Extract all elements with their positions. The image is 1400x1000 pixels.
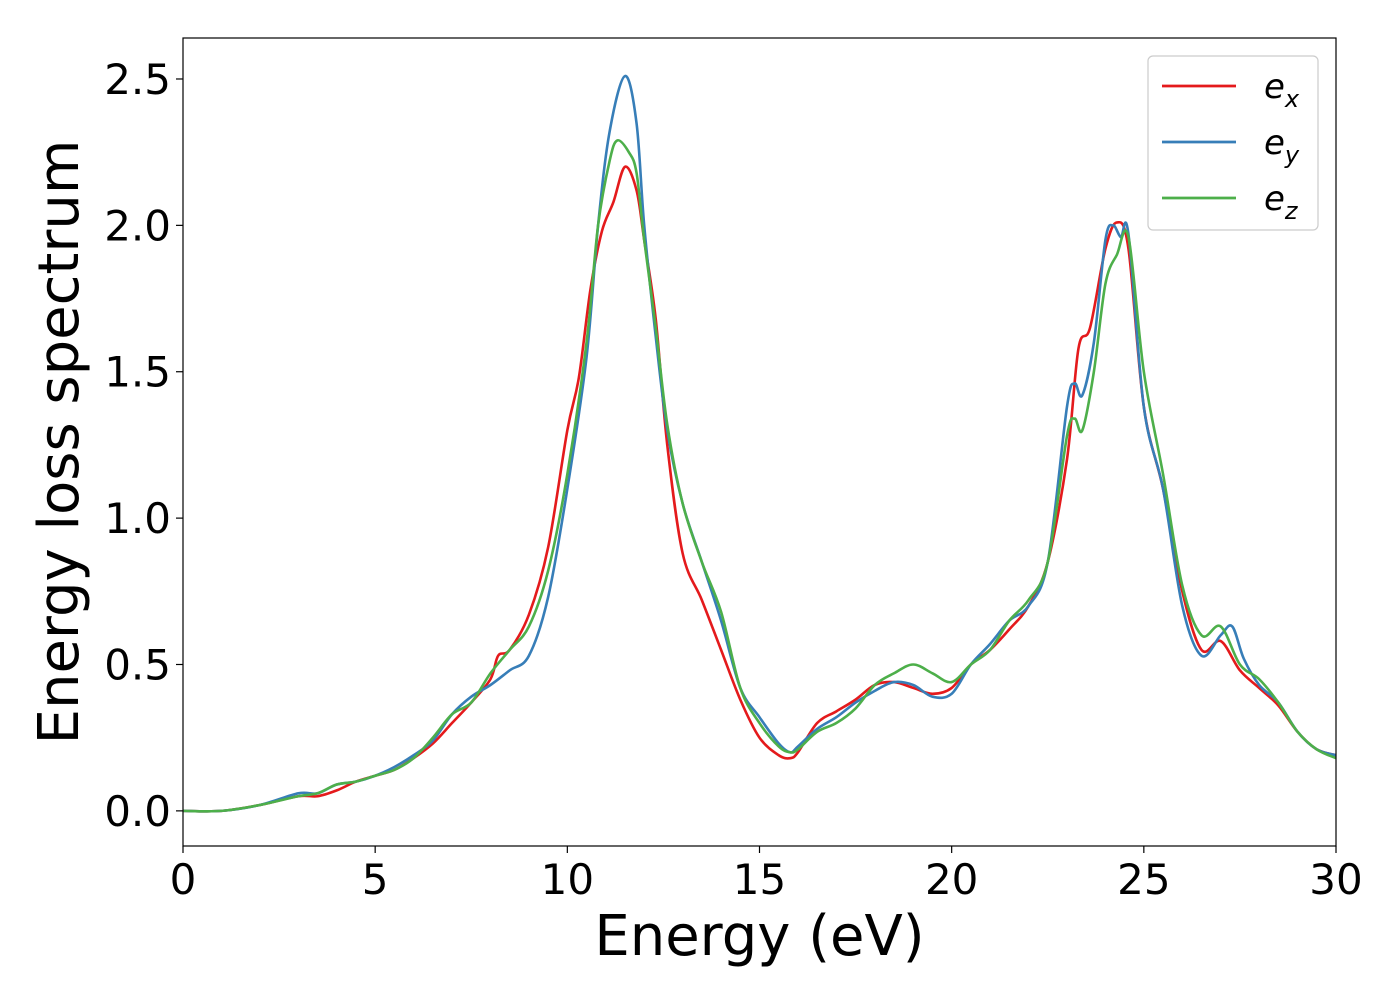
x-tick-label: 25 [1117,855,1170,904]
y-tick-label: 2.0 [104,201,171,250]
legend-item-x: ex [1162,67,1300,113]
x-axis-title: Energy (eV) [594,904,924,969]
x-axis: 0 5 10 15 20 25 30 [170,846,1363,904]
legend-label: ey [1264,123,1300,169]
x-tick-label: 20 [925,855,978,904]
y-tick-label: 2.5 [104,55,171,104]
y-tick-label: 0.5 [104,640,171,689]
x-tick-label: 15 [733,855,786,904]
series-layer [183,74,1336,813]
legend-label: ez [1264,179,1299,225]
x-tick-label: 10 [541,855,594,904]
x-tick-label: 5 [362,855,389,904]
legend-label: ex [1264,67,1300,113]
y-tick-label: 1.0 [104,494,171,543]
y-tick-label: 0.0 [104,787,171,836]
x-tick-label: 30 [1309,855,1362,904]
y-axis: 0.0 0.5 1.0 1.5 2.0 2.5 [104,55,183,836]
y-tick-label: 1.5 [104,348,171,397]
legend-item-z: ez [1162,179,1299,225]
y-axis-title: Energy loss spectrum [27,140,92,745]
legend: ex ey ez [1147,55,1319,231]
x-tick-label: 0 [170,855,197,904]
series-line-z [183,139,1336,813]
legend-item-y: ey [1162,123,1300,169]
series-line-y [183,74,1336,813]
